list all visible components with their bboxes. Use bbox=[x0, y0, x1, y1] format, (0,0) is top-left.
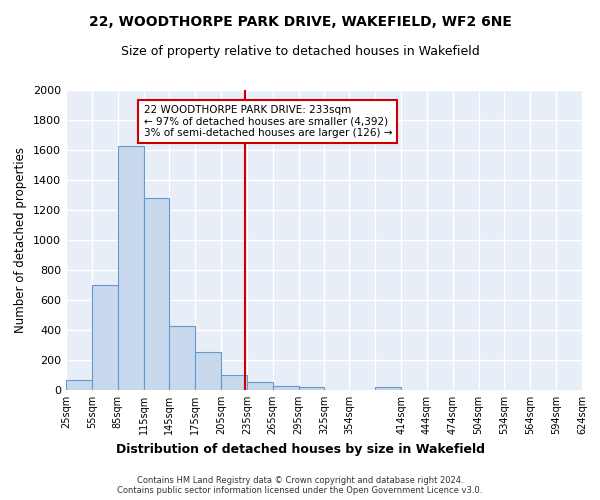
Bar bbox=[92, 285, 118, 390]
Text: 22 WOODTHORPE PARK DRIVE: 233sqm
← 97% of detached houses are smaller (4,392)
3%: 22 WOODTHORPE PARK DRIVE: 233sqm ← 97% o… bbox=[143, 105, 392, 138]
Bar bbox=[169, 326, 195, 390]
Y-axis label: Number of detached properties: Number of detached properties bbox=[14, 147, 28, 333]
Text: 22, WOODTHORPE PARK DRIVE, WAKEFIELD, WF2 6NE: 22, WOODTHORPE PARK DRIVE, WAKEFIELD, WF… bbox=[89, 15, 511, 29]
Bar bbox=[195, 352, 221, 390]
Bar bbox=[143, 198, 169, 390]
Bar bbox=[299, 387, 325, 390]
Bar bbox=[221, 375, 247, 390]
Bar bbox=[118, 146, 143, 390]
Text: Contains HM Land Registry data © Crown copyright and database right 2024.
Contai: Contains HM Land Registry data © Crown c… bbox=[118, 476, 482, 495]
Bar bbox=[273, 386, 299, 390]
Text: Distribution of detached houses by size in Wakefield: Distribution of detached houses by size … bbox=[115, 442, 485, 456]
Bar bbox=[66, 380, 92, 390]
Text: Size of property relative to detached houses in Wakefield: Size of property relative to detached ho… bbox=[121, 45, 479, 58]
Bar bbox=[247, 382, 273, 390]
Bar bbox=[375, 387, 401, 390]
